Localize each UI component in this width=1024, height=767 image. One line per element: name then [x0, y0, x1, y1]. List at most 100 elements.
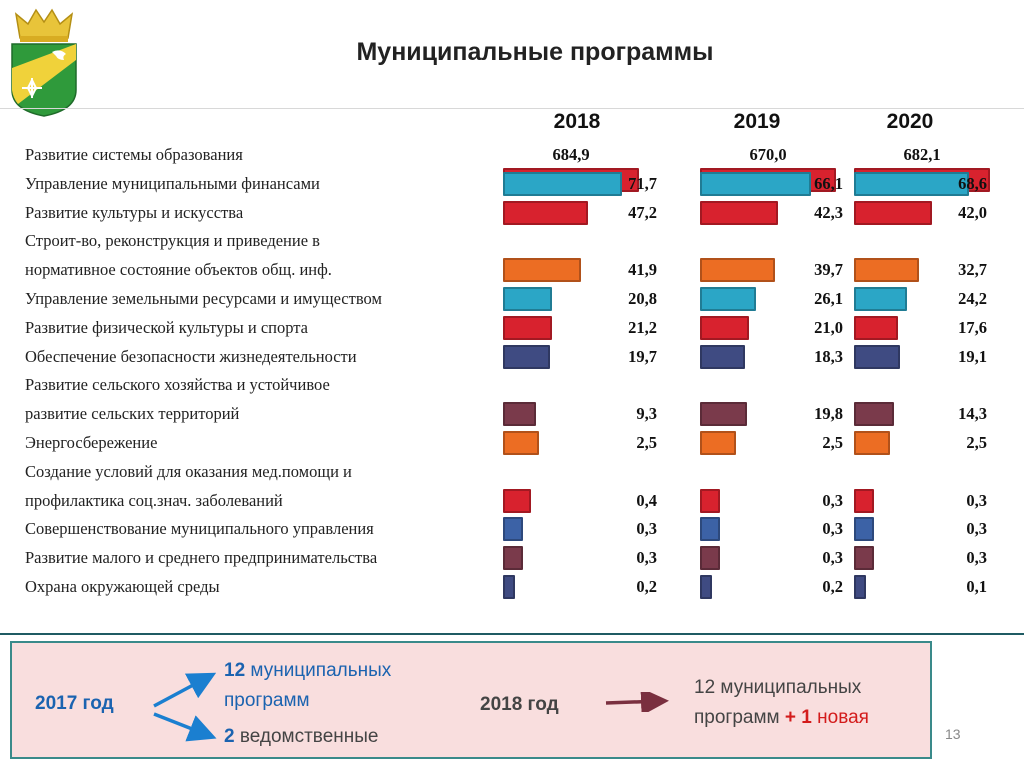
year-header-2019: 2019 — [733, 110, 781, 133]
program-label: Обеспечение безопасности жизнедеятельнос… — [25, 346, 357, 366]
programs-2018-line1: 12 муниципальных — [694, 677, 862, 698]
bar-2018 — [503, 315, 553, 340]
data-label-2018: 0,2 — [636, 577, 657, 596]
data-label-2020: 0,3 — [966, 519, 987, 539]
departmental-count: 2 — [224, 726, 235, 747]
data-label-2018: 0,4 — [636, 490, 657, 510]
data-label-2020: 68,6 — [958, 173, 987, 193]
data-label-2019: 670,0 — [749, 145, 787, 164]
program-label: Создание условий для оказания мед.помощи… — [25, 461, 352, 481]
programs-2018-word: программ — [694, 707, 780, 728]
year-header-2020: 2020 — [886, 110, 934, 133]
bar-2020 — [854, 287, 908, 311]
bar-2019 — [700, 402, 748, 427]
data-label-2018: 71,7 — [628, 173, 657, 193]
program-label: Охрана окружающей среды — [25, 577, 220, 596]
bar-2019 — [700, 575, 712, 599]
data-label-2018: 684,9 — [552, 145, 590, 164]
program-label: Управление муниципальными финансами — [25, 173, 320, 193]
bar-2020 — [854, 315, 899, 340]
bar-2019 — [700, 517, 720, 542]
program-label: развитие сельских территорий — [25, 404, 240, 424]
bar-2018 — [503, 546, 523, 571]
program-label: нормативное состояние объектов общ. инф. — [25, 260, 332, 280]
year-header-2018: 2018 — [553, 110, 601, 133]
arrow-right-icon — [605, 692, 669, 712]
bar-2018 — [503, 517, 523, 542]
data-label-2019: 0,3 — [822, 519, 843, 539]
data-label-2020: 32,7 — [958, 260, 987, 280]
program-label: Энергосбережение — [25, 433, 158, 452]
bar-2020 — [854, 517, 874, 542]
program-label: Развитие сельского хозяйства и устойчиво… — [25, 375, 330, 395]
data-label-2020: 0,3 — [966, 490, 987, 510]
data-label-2020: 24,2 — [958, 289, 987, 308]
departmental-2017: 2 ведомственные — [224, 726, 378, 748]
data-label-2020: 14,3 — [958, 404, 987, 424]
coat-of-arms-icon — [11, 8, 77, 117]
bar-2020 — [854, 200, 932, 225]
header-divider — [0, 108, 1024, 109]
bar-2018 — [503, 344, 551, 369]
data-label-2019: 0,2 — [822, 577, 843, 596]
bar-2020 — [854, 546, 874, 571]
data-label-2018: 0,3 — [636, 548, 657, 568]
data-label-2018: 41,9 — [628, 260, 657, 280]
data-label-2018: 19,7 — [628, 346, 657, 366]
bar-2018 — [503, 431, 539, 455]
programs-2017-word: муниципальных — [250, 660, 392, 681]
bar-2018 — [503, 402, 536, 427]
year-2017-label: 2017 год — [35, 693, 114, 714]
bar-2020 — [854, 171, 969, 196]
data-label-2019: 18,3 — [814, 346, 843, 366]
data-label-2020: 42,0 — [958, 202, 987, 222]
program-label: Развитие культуры и искусства — [25, 202, 244, 222]
bar-2019 — [700, 287, 757, 311]
programs-2017-count: 12 — [224, 660, 246, 681]
data-label-2019: 19,8 — [814, 404, 843, 424]
bar-2018 — [503, 575, 515, 599]
bar-2018 — [503, 488, 531, 513]
program-label: Развитие системы образования — [25, 145, 243, 164]
data-label-2020: 0,1 — [966, 577, 987, 596]
bar-2020 — [854, 258, 920, 283]
page-title: Муниципальные программы — [356, 38, 714, 66]
program-label: Развитие малого и среднего предпринимате… — [25, 548, 378, 568]
bar-2019 — [700, 200, 779, 225]
program-label: профилактика соц.знач. заболеваний — [25, 490, 283, 510]
data-label-2020: 17,6 — [958, 317, 987, 337]
arrow-down-icon — [153, 712, 217, 742]
data-label-2019: 0,3 — [822, 490, 843, 510]
bar-2019 — [700, 344, 746, 369]
programs-2017-line1: 12 муниципальных — [224, 660, 391, 682]
bar-2018 — [503, 200, 589, 225]
bar-2018 — [503, 258, 581, 283]
data-label-2020: 682,1 — [903, 145, 941, 164]
data-label-2020: 0,3 — [966, 548, 987, 568]
bar-2018 — [503, 287, 552, 311]
bar-2019 — [700, 546, 720, 571]
program-label: Развитие физической культуры и спорта — [25, 317, 309, 337]
data-label-2019: 39,7 — [814, 260, 843, 280]
programs-2017-line2: программ — [224, 690, 310, 711]
data-label-2018: 47,2 — [628, 202, 657, 222]
bar-2019 — [700, 431, 736, 455]
bar-2020 — [854, 575, 866, 599]
bottom-divider — [0, 633, 1024, 635]
bar-2020 — [854, 402, 894, 427]
data-label-2019: 2,5 — [822, 433, 843, 452]
arrow-up-icon — [153, 672, 217, 708]
data-label-2018: 21,2 — [628, 317, 657, 337]
bar-2020 — [854, 344, 901, 369]
page-number: 13 — [945, 726, 961, 742]
bar-2019 — [700, 488, 720, 513]
data-label-2019: 42,3 — [814, 202, 843, 222]
data-label-2019: 0,3 — [822, 548, 843, 568]
departmental-word: ведомственные — [239, 726, 379, 747]
bar-2019 — [700, 315, 749, 340]
bar-2020 — [854, 431, 890, 455]
programs-2018-new: новая — [817, 707, 869, 728]
data-label-2018: 2,5 — [636, 433, 657, 452]
bar-2020 — [854, 488, 874, 513]
program-label: Совершенствование муниципального управле… — [25, 519, 374, 539]
